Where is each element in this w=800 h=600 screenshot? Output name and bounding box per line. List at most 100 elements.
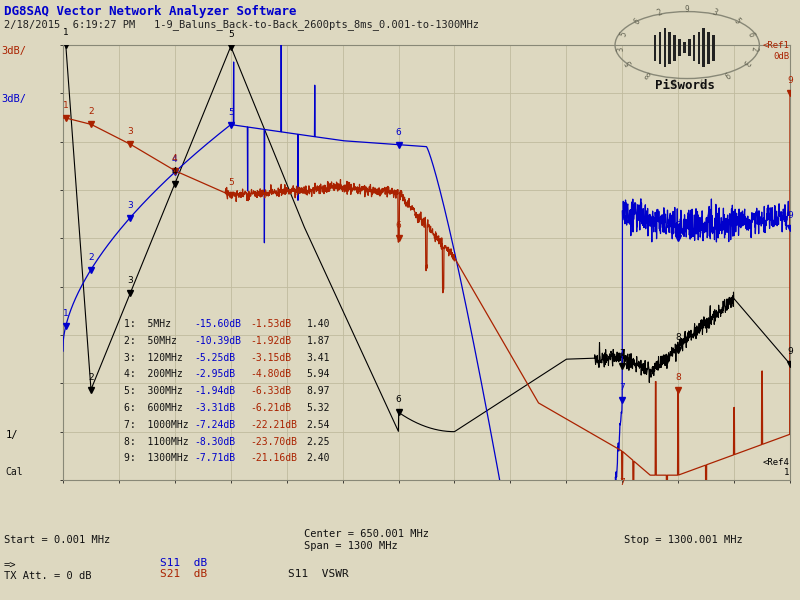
Text: <Ref1
0dB: <Ref1 0dB	[762, 41, 790, 61]
Text: 3dB/: 3dB/	[2, 94, 26, 104]
Text: -1.94dB: -1.94dB	[194, 386, 235, 396]
Text: -1.53dB: -1.53dB	[250, 319, 291, 329]
Text: 2: 2	[749, 46, 758, 52]
Text: 2: 2	[88, 253, 94, 262]
Text: 5:  300MHz: 5: 300MHz	[124, 386, 182, 396]
Text: 5: 5	[228, 178, 234, 187]
Text: 2.25: 2.25	[306, 437, 330, 446]
Text: 9: 9	[787, 76, 793, 85]
Text: -3.15dB: -3.15dB	[250, 353, 291, 362]
Text: 5: 5	[732, 17, 742, 26]
Text: 3dB/: 3dB/	[2, 46, 26, 56]
Text: 9: 9	[670, 75, 677, 85]
Bar	[683, 42, 686, 53]
Text: S11  dB: S11 dB	[160, 558, 207, 568]
Text: 3:  120MHz: 3: 120MHz	[124, 353, 182, 362]
Text: 4:  200MHz: 4: 200MHz	[124, 370, 182, 379]
Text: S21  dB: S21 dB	[160, 569, 207, 579]
Text: Center = 650.001 MHz: Center = 650.001 MHz	[304, 529, 429, 539]
Text: -15.60dB: -15.60dB	[194, 319, 242, 329]
Text: 9: 9	[787, 347, 793, 356]
Text: 1: 1	[63, 309, 69, 318]
Text: 9:  1300MHz: 9: 1300MHz	[124, 454, 189, 463]
Text: 6: 6	[396, 395, 402, 404]
Text: 4: 4	[172, 155, 178, 164]
Text: 8.97: 8.97	[306, 386, 330, 396]
Text: -6.33dB: -6.33dB	[250, 386, 291, 396]
Bar	[674, 35, 676, 61]
Text: 8: 8	[643, 68, 653, 79]
Text: Cal: Cal	[6, 467, 23, 477]
Text: -8.30dB: -8.30dB	[194, 437, 235, 446]
Text: 2:  50MHz: 2: 50MHz	[124, 336, 177, 346]
Bar	[688, 40, 690, 56]
Text: -5.25dB: -5.25dB	[194, 353, 235, 362]
Text: 7: 7	[619, 478, 625, 487]
Text: 7: 7	[698, 75, 704, 85]
Text: 8: 8	[675, 333, 681, 342]
Text: 2: 2	[88, 107, 94, 116]
Bar	[698, 32, 700, 64]
Text: -21.16dB: -21.16dB	[250, 454, 298, 463]
Text: TX Att. = 0 dB: TX Att. = 0 dB	[4, 571, 91, 581]
Text: 2.54: 2.54	[306, 420, 330, 430]
Text: 7: 7	[619, 383, 625, 392]
Text: -7.71dB: -7.71dB	[194, 454, 235, 463]
Text: 3: 3	[127, 277, 133, 286]
Text: 5: 5	[618, 31, 629, 38]
Text: 3.41: 3.41	[306, 353, 330, 362]
Text: 3: 3	[127, 200, 133, 209]
Text: -1.92dB: -1.92dB	[250, 336, 291, 346]
Bar	[658, 32, 662, 64]
Bar	[702, 28, 705, 67]
Text: -7.24dB: -7.24dB	[194, 420, 235, 430]
Text: 3: 3	[740, 58, 750, 67]
Text: 2: 2	[656, 8, 664, 18]
Text: 5.94: 5.94	[306, 370, 330, 379]
Text: -3.31dB: -3.31dB	[194, 403, 235, 413]
Text: -22.21dB: -22.21dB	[250, 420, 298, 430]
Text: 8: 8	[675, 221, 681, 230]
Text: Span = 1300 MHz: Span = 1300 MHz	[304, 541, 398, 551]
Text: 2: 2	[88, 373, 94, 382]
Text: 1/: 1/	[6, 430, 18, 440]
Text: -2.95dB: -2.95dB	[194, 370, 235, 379]
Text: 5: 5	[228, 107, 234, 116]
Text: PiSwords: PiSwords	[655, 79, 715, 92]
Text: 1:  5MHz: 1: 5MHz	[124, 319, 171, 329]
Text: 5.32: 5.32	[306, 403, 330, 413]
Text: <Ref4
1: <Ref4 1	[762, 458, 790, 477]
Text: 3: 3	[616, 46, 626, 52]
Text: 3: 3	[710, 8, 718, 18]
Text: -4.80dB: -4.80dB	[250, 370, 291, 379]
Text: 8: 8	[675, 373, 681, 382]
Text: 7: 7	[619, 349, 625, 358]
Text: 6: 6	[746, 31, 756, 38]
Text: DG8SAQ Vector Network Analyzer Software: DG8SAQ Vector Network Analyzer Software	[4, 5, 297, 18]
Text: 6: 6	[633, 17, 642, 26]
Text: 1: 1	[63, 28, 69, 37]
Bar	[654, 35, 656, 61]
Text: 6:  600MHz: 6: 600MHz	[124, 403, 182, 413]
Text: 4: 4	[172, 154, 178, 163]
Text: Start = 0.001 MHz: Start = 0.001 MHz	[4, 535, 110, 545]
Bar	[707, 32, 710, 64]
Text: Stop = 1300.001 MHz: Stop = 1300.001 MHz	[624, 535, 742, 545]
Text: 9: 9	[685, 5, 690, 14]
Text: 1.40: 1.40	[306, 319, 330, 329]
Text: 2.40: 2.40	[306, 454, 330, 463]
Text: 5: 5	[624, 58, 634, 67]
Text: 8:  1100MHz: 8: 1100MHz	[124, 437, 189, 446]
Text: 1.87: 1.87	[306, 336, 330, 346]
Text: =>: =>	[4, 561, 17, 571]
Text: -23.70dB: -23.70dB	[250, 437, 298, 446]
Bar	[668, 32, 671, 64]
Text: 3: 3	[127, 127, 133, 136]
Bar	[663, 28, 666, 67]
Text: 1: 1	[63, 101, 69, 110]
Text: 6: 6	[396, 221, 402, 230]
Text: -10.39dB: -10.39dB	[194, 336, 242, 346]
Text: 9: 9	[722, 68, 731, 79]
Text: -6.21dB: -6.21dB	[250, 403, 291, 413]
Text: 2/18/2015  6:19:27 PM   1-9_Baluns_Back-to-Back_2600pts_8ms_0.001-to-1300MHz: 2/18/2015 6:19:27 PM 1-9_Baluns_Back-to-…	[4, 19, 479, 30]
